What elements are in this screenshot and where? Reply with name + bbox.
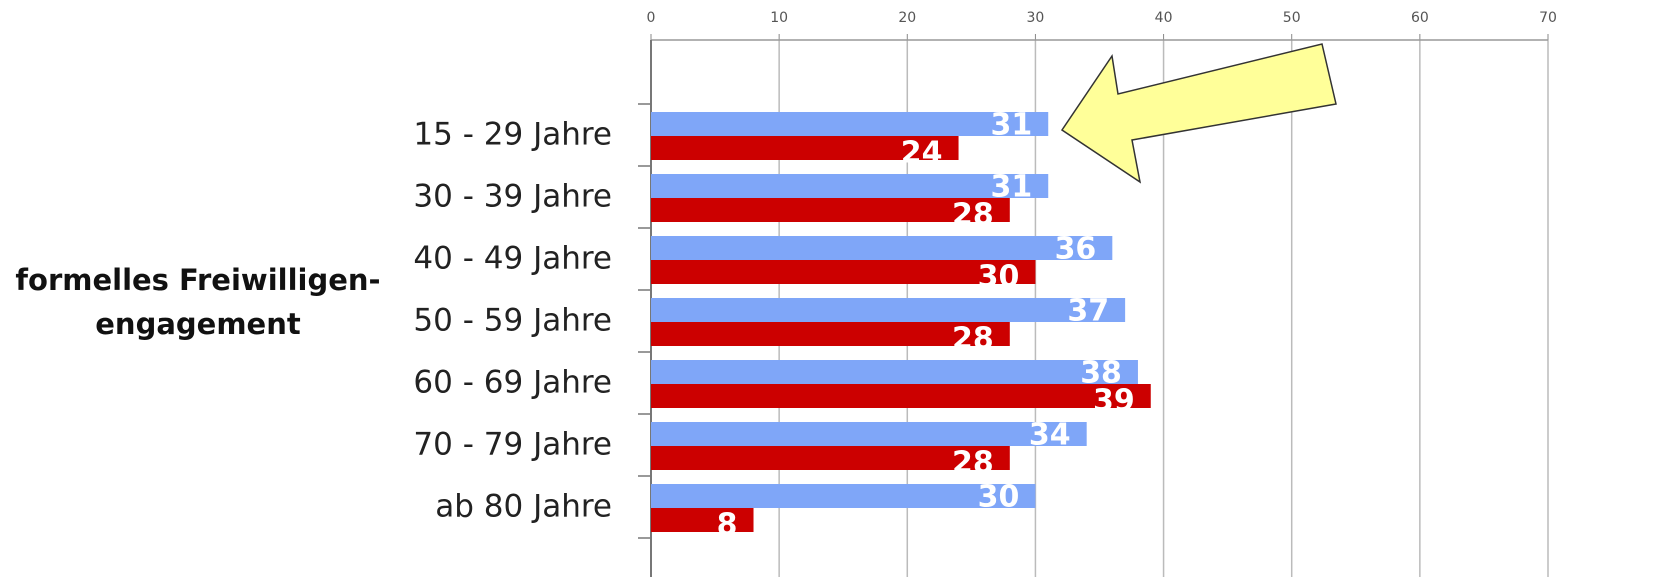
bar — [651, 484, 1036, 508]
bar — [651, 384, 1151, 408]
bar — [651, 446, 1010, 470]
x-tick-label: 10 — [770, 10, 788, 26]
bar — [651, 236, 1113, 260]
bar — [651, 174, 1049, 198]
value-label: 24 — [901, 136, 943, 171]
annotation: engagement — [95, 307, 301, 341]
arrow — [1060, 43, 1337, 184]
bar — [651, 298, 1126, 322]
value-label: 37 — [1067, 294, 1109, 329]
bar — [651, 198, 1010, 222]
annotation: formelles Freiwilligen- — [15, 263, 380, 297]
x-tick-label: 70 — [1539, 10, 1557, 26]
y-tick-label: 60 - 69 Jahre — [413, 365, 612, 401]
bar — [651, 260, 1036, 284]
value-label: 28 — [952, 446, 994, 481]
value-label: 38 — [1080, 356, 1122, 391]
bar — [651, 360, 1138, 384]
x-tick-label: 60 — [1411, 10, 1429, 26]
value-label: 28 — [952, 322, 994, 357]
value-label: 31 — [990, 108, 1032, 143]
value-label: 30 — [978, 480, 1020, 515]
bar — [651, 422, 1087, 446]
value-label: 39 — [1093, 384, 1135, 419]
x-tick-label: 20 — [898, 10, 916, 26]
x-tick-label: 50 — [1283, 10, 1301, 26]
y-tick-label: 70 - 79 Jahre — [413, 427, 612, 463]
x-tick-label: 40 — [1155, 10, 1173, 26]
y-tick-label: 15 - 29 Jahre — [413, 117, 612, 153]
value-label: 8 — [717, 508, 738, 543]
bar — [651, 136, 959, 160]
value-label: 36 — [1055, 232, 1097, 267]
x-tick-label: 30 — [1027, 10, 1045, 26]
y-tick-label: 50 - 59 Jahre — [413, 303, 612, 339]
x-tick-label: 0 — [647, 10, 656, 26]
bar — [651, 112, 1049, 136]
bar — [651, 322, 1010, 346]
bar — [651, 508, 754, 532]
value-label: 31 — [990, 170, 1032, 205]
y-tick-label: 40 - 49 Jahre — [413, 241, 612, 277]
value-label: 34 — [1029, 418, 1071, 453]
y-tick-label: 30 - 39 Jahre — [413, 179, 612, 215]
value-label: 28 — [952, 198, 994, 233]
y-tick-label: ab 80 Jahre — [435, 489, 612, 525]
value-label: 30 — [978, 260, 1020, 295]
